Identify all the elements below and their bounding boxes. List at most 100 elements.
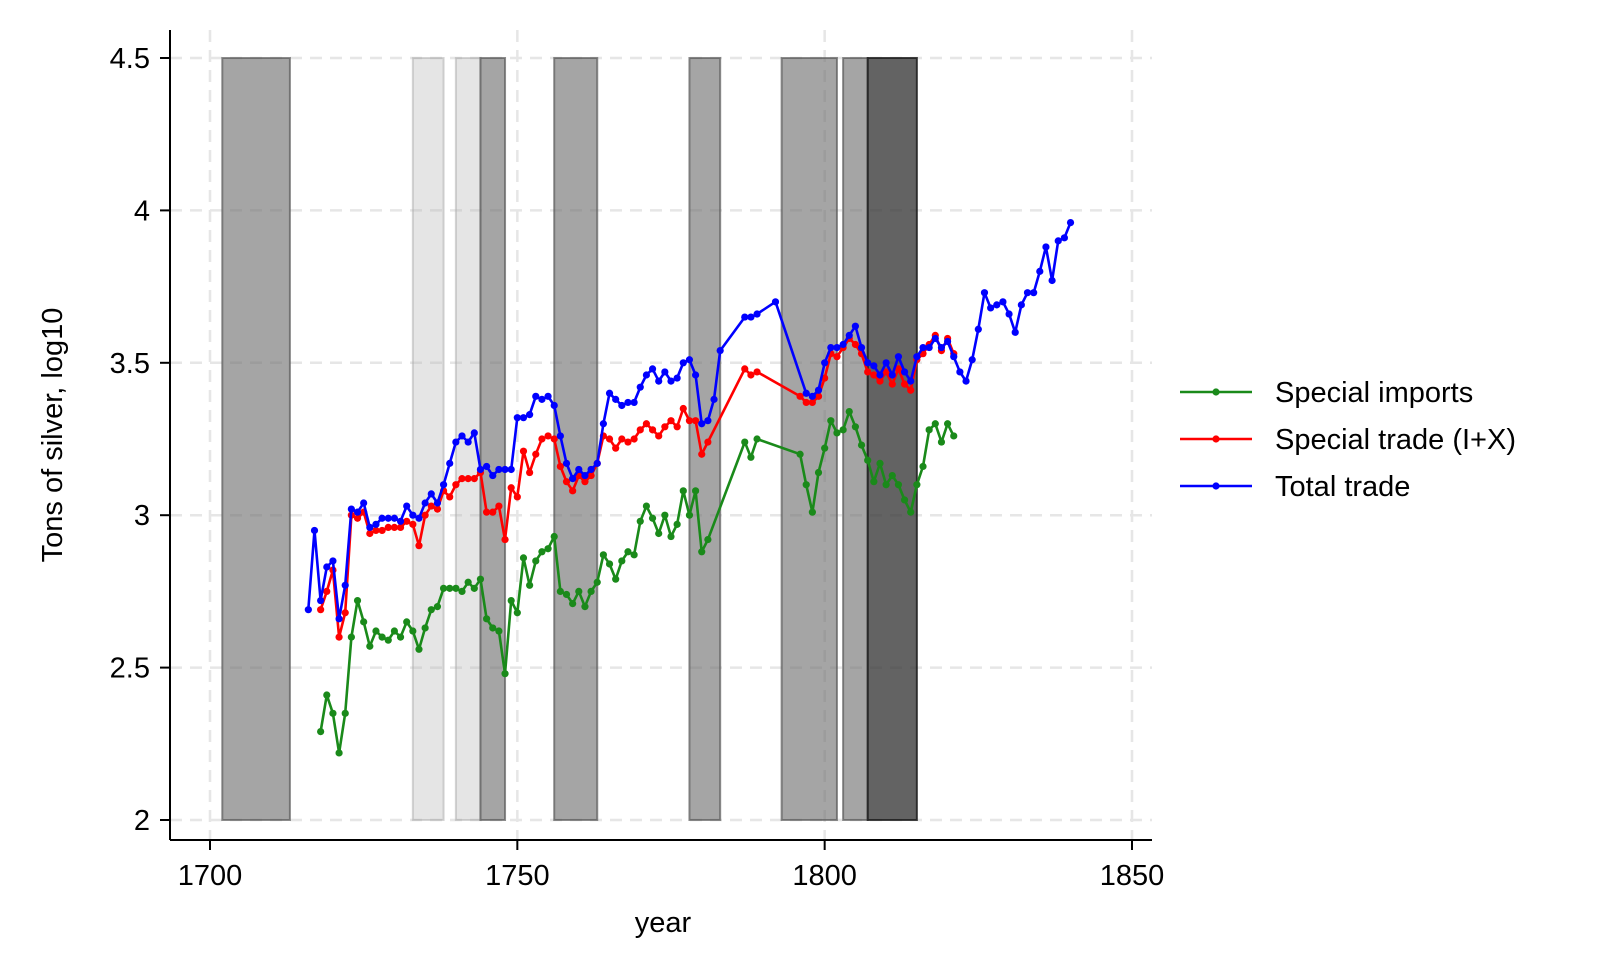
series-point — [556, 462, 564, 471]
series-point — [876, 459, 884, 467]
series-point — [341, 609, 349, 617]
series-point — [888, 380, 896, 388]
series-point — [753, 435, 761, 443]
series-point — [741, 365, 749, 373]
legend-item: Special trade (I+X) — [1180, 424, 1516, 456]
series-point — [427, 502, 435, 510]
series-point — [642, 502, 651, 510]
series-point — [495, 627, 503, 635]
series-point — [483, 508, 491, 516]
series-point — [851, 322, 860, 330]
series-point — [630, 398, 638, 407]
series-point — [1066, 218, 1075, 227]
series-point — [396, 633, 405, 641]
series-point — [507, 596, 515, 605]
series-point — [360, 618, 368, 626]
series-point — [501, 535, 509, 544]
series-point — [919, 462, 927, 471]
series-point — [317, 596, 325, 605]
series-point — [335, 749, 343, 757]
series-point — [310, 526, 319, 535]
series-point — [1017, 301, 1025, 309]
series-point — [483, 462, 491, 471]
y-tick-label: 4.5 — [110, 43, 150, 75]
series-point — [956, 368, 964, 376]
series-point — [366, 529, 374, 538]
series-point — [968, 356, 976, 364]
series-point — [642, 371, 651, 379]
series-point — [464, 438, 472, 446]
series-point — [685, 417, 694, 425]
series-point — [698, 548, 706, 556]
series-point — [882, 359, 890, 367]
legend-label: Special imports — [1275, 377, 1473, 409]
series-point — [329, 709, 337, 717]
series-point — [802, 398, 810, 407]
x-tick-label: 1750 — [485, 860, 550, 892]
series-point — [839, 340, 847, 349]
series-point — [569, 487, 577, 495]
series-0 — [317, 407, 958, 757]
series-point — [526, 411, 534, 419]
series-point — [458, 432, 466, 440]
series-point — [415, 645, 423, 653]
series-point — [913, 353, 921, 361]
series-point — [710, 395, 718, 403]
series-point — [415, 542, 423, 550]
series-point — [427, 490, 435, 498]
series-point — [470, 475, 478, 483]
series-point — [679, 404, 687, 413]
series-point — [353, 508, 362, 516]
series-point — [593, 578, 601, 586]
series-point — [458, 475, 466, 483]
series-point — [993, 301, 1001, 309]
series-point — [698, 450, 706, 458]
series-point — [587, 587, 595, 596]
series-point — [704, 417, 712, 425]
axes: year Tons of silver, log10 2 2.5 3 3.5 4 4.5 1… — [37, 30, 1164, 939]
series-point — [944, 337, 952, 346]
series-point — [962, 377, 970, 385]
series-point — [470, 429, 478, 437]
series-point — [913, 481, 921, 489]
series-point — [1005, 310, 1013, 318]
series-point — [526, 468, 534, 477]
series-point — [612, 395, 620, 403]
series-point — [323, 587, 331, 596]
series-point — [415, 514, 423, 522]
series-point — [655, 432, 663, 440]
series-point — [802, 389, 810, 397]
series-point — [323, 691, 331, 699]
series-point — [526, 581, 534, 589]
series-point — [691, 487, 700, 495]
series-point — [476, 465, 485, 474]
series-point — [439, 481, 448, 489]
series-point — [821, 444, 829, 452]
series-point — [999, 298, 1007, 306]
series-point — [864, 359, 872, 367]
series-point — [618, 401, 626, 410]
series-point — [937, 438, 946, 446]
series-point — [870, 478, 878, 486]
series-point — [667, 377, 675, 385]
series-point — [661, 423, 669, 431]
series-point — [599, 551, 607, 559]
series-point — [741, 313, 749, 321]
series-point — [864, 368, 872, 376]
series-point — [409, 520, 417, 528]
series-point — [661, 511, 669, 519]
series-point — [624, 438, 632, 446]
series-point — [691, 371, 700, 379]
series-point — [661, 368, 669, 376]
series-point — [433, 603, 442, 611]
series-point — [667, 417, 675, 425]
series-point — [599, 420, 607, 428]
series-point — [808, 392, 816, 400]
series-point — [747, 313, 755, 321]
series-point — [685, 511, 694, 519]
series-point — [845, 331, 853, 339]
series-point — [532, 557, 540, 565]
series-point — [673, 374, 681, 382]
